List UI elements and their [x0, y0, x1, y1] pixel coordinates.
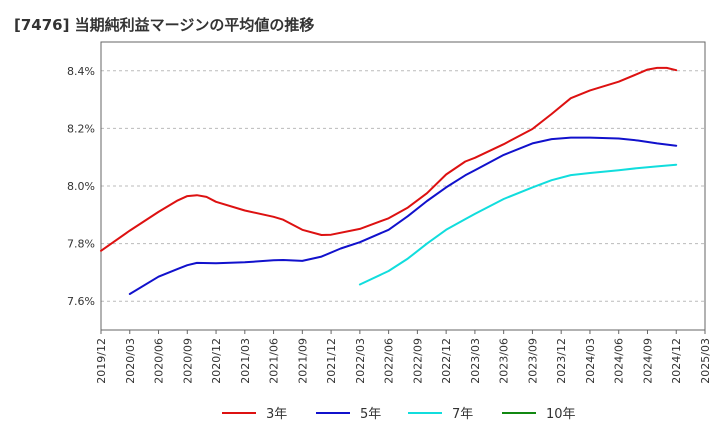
- y-tick-label: 7.6%: [67, 295, 95, 308]
- x-tick-label: 2020/03: [124, 338, 137, 384]
- series-layer: [100, 66, 678, 295]
- y-tick-label: 7.8%: [67, 238, 95, 251]
- series-line-5年: [128, 136, 678, 295]
- x-tick-label: 2024/03: [584, 338, 597, 384]
- x-tick-label: 2021/03: [239, 338, 252, 384]
- x-tick-label: 2020/06: [153, 338, 166, 384]
- series-line-7年: [358, 163, 678, 286]
- x-tick-label: 2023/12: [555, 338, 568, 384]
- y-tick-label: 8.2%: [67, 122, 95, 135]
- y-tick-label: 8.4%: [67, 65, 95, 78]
- x-tick-label: 2021/12: [325, 338, 338, 384]
- y-tick-label: 8.0%: [67, 180, 95, 193]
- x-tick-label: 2021/09: [296, 338, 309, 384]
- x-tick-label: 2023/06: [498, 338, 511, 384]
- x-tick-label: 2023/09: [526, 338, 539, 384]
- legend: 3年 5年 7年 10年: [222, 407, 576, 422]
- x-tick-label: 2020/09: [181, 338, 194, 384]
- legend-label: 5年: [360, 407, 381, 422]
- x-tick-label: 2025/03: [699, 338, 712, 384]
- x-axis: 2019/12 2020/03 2020/06 2020/09 2020/12 2021/…: [95, 330, 712, 384]
- x-tick-label: 2024/09: [641, 338, 654, 384]
- chart-title: [7476] 当期純利益マージンの平均値の推移: [14, 16, 315, 34]
- x-tick-label: 2022/12: [440, 338, 453, 384]
- grid-layer: [101, 70, 705, 302]
- legend-label: 3年: [266, 407, 287, 422]
- x-tick-label: 2021/06: [268, 338, 281, 384]
- plot-frame: [100, 41, 706, 331]
- x-tick-label: 2024/12: [670, 338, 683, 384]
- x-tick-label: 2023/03: [469, 338, 482, 384]
- x-tick-label: 2022/09: [411, 338, 424, 384]
- x-tick-label: 2022/06: [383, 338, 396, 384]
- legend-label: 7年: [452, 407, 473, 422]
- x-tick-label: 2024/06: [613, 338, 626, 384]
- legend-label: 10年: [546, 407, 576, 422]
- x-tick-label: 2019/12: [95, 338, 108, 384]
- x-tick-label: 2020/12: [210, 338, 223, 384]
- series-line-3年: [100, 66, 678, 252]
- y-axis: 7.6% 7.8% 8.0% 8.2% 8.4%: [67, 65, 95, 308]
- x-tick-label: 2022/03: [354, 338, 367, 384]
